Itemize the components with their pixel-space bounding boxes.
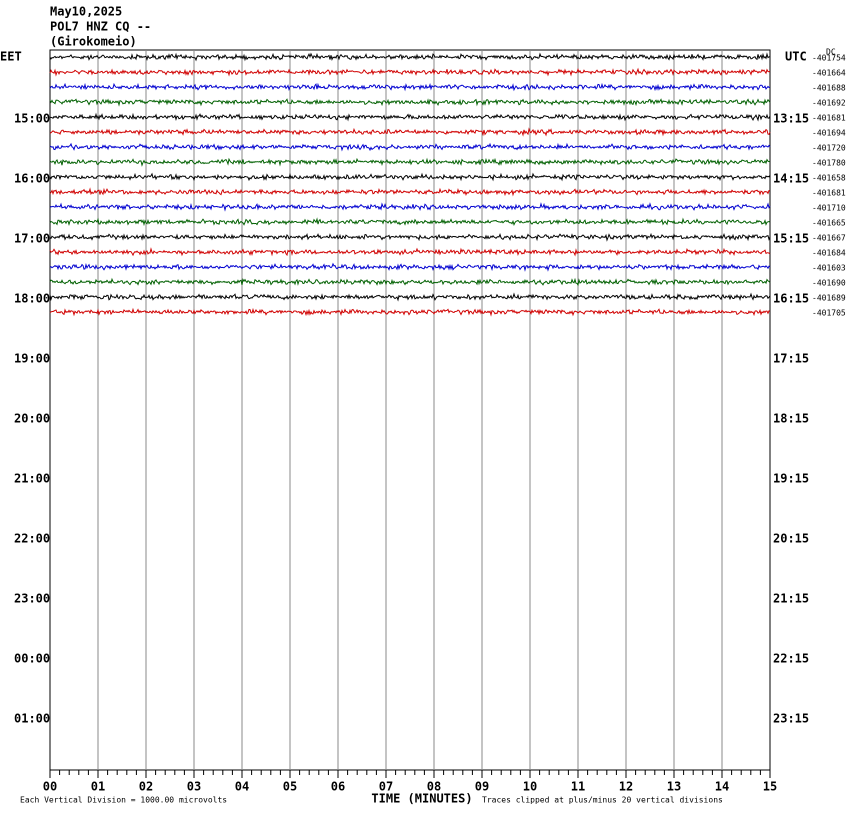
trace — [49, 127, 771, 137]
trace — [49, 98, 771, 107]
trace — [49, 217, 771, 227]
trace — [50, 112, 771, 122]
x-tick-label: 06 — [331, 780, 345, 794]
x-tick-label: 08 — [427, 780, 441, 794]
right-time-label: 21:15 — [773, 592, 809, 606]
trace — [49, 292, 771, 302]
x-tick-label: 13 — [667, 780, 681, 794]
right-time-label: 14:15 — [773, 172, 809, 186]
header-line: (Girokomeio) — [50, 35, 137, 49]
x-tick-label: 01 — [91, 780, 105, 794]
left-time-label: 19:00 — [14, 352, 50, 366]
trace — [49, 142, 771, 152]
dc-value: -401720 — [812, 144, 846, 153]
x-tick-label: 15 — [763, 780, 777, 794]
dc-value: -401688 — [812, 84, 846, 93]
left-time-label: 21:00 — [14, 472, 50, 486]
right-time-label: 16:15 — [773, 292, 809, 306]
left-time-label: 17:00 — [14, 232, 50, 246]
dc-value: -401603 — [812, 264, 846, 273]
left-time-label: 22:00 — [14, 532, 50, 546]
left-time-label: 00:00 — [14, 652, 50, 666]
x-axis-label: TIME (MINUTES) — [371, 792, 472, 806]
right-time-label: 18:15 — [773, 412, 809, 426]
trace — [49, 247, 771, 257]
dc-value: -401689 — [812, 294, 846, 303]
left-time-label: 20:00 — [14, 412, 50, 426]
trace — [49, 82, 771, 92]
dc-value: -401684 — [812, 249, 846, 258]
x-tick-label: 02 — [139, 780, 153, 794]
dc-value: -401681 — [812, 114, 846, 123]
x-tick-label: 14 — [715, 780, 729, 794]
right-time-label: 13:15 — [773, 112, 809, 126]
left-time-label: 16:00 — [14, 172, 50, 186]
dc-value: -401664 — [812, 69, 846, 78]
right-time-label: UTC — [785, 50, 807, 64]
trace — [49, 187, 771, 197]
plot-frame — [49, 49, 771, 771]
dc-value: -401710 — [812, 204, 846, 213]
right-time-label: 20:15 — [773, 532, 809, 546]
left-time-label: 23:00 — [14, 592, 50, 606]
left-time-label: 01:00 — [14, 712, 50, 726]
dc-value: -401692 — [812, 99, 846, 108]
right-time-label: 17:15 — [773, 352, 809, 366]
dc-value: -401665 — [812, 219, 846, 228]
x-tick-label: 09 — [475, 780, 489, 794]
x-tick-label: 03 — [187, 780, 201, 794]
header-line: POL7 HNZ CQ -- — [50, 20, 151, 34]
x-tick-label: 05 — [283, 780, 297, 794]
trace — [49, 172, 771, 182]
trace — [49, 307, 771, 317]
footer-right: Traces clipped at plus/minus 20 vertical… — [482, 796, 723, 805]
x-tick-label: 12 — [619, 780, 633, 794]
right-time-label: 23:15 — [773, 712, 809, 726]
right-time-label: 19:15 — [773, 472, 809, 486]
dc-value: -401780 — [812, 159, 846, 168]
trace — [49, 157, 771, 167]
header-line: May10,2025 — [50, 5, 122, 19]
dc-value: -401690 — [812, 279, 846, 288]
dc-value: -401754 — [812, 54, 846, 63]
x-tick-label: 07 — [379, 780, 393, 794]
trace — [49, 67, 771, 77]
x-tick-label: 11 — [571, 780, 585, 794]
left-time-label: EET — [0, 50, 22, 64]
trace — [49, 52, 771, 62]
x-tick-label: 04 — [235, 780, 249, 794]
left-time-label: 18:00 — [14, 292, 50, 306]
dc-value: -401694 — [812, 129, 846, 138]
x-tick-label: 10 — [523, 780, 537, 794]
right-time-label: 22:15 — [773, 652, 809, 666]
footer-left: Each Vertical Division = 1000.00 microvo… — [20, 796, 227, 805]
dc-value: -401667 — [812, 234, 846, 243]
trace — [49, 202, 771, 212]
trace — [49, 262, 771, 272]
dc-value: -401681 — [812, 189, 846, 198]
dc-value: -401658 — [812, 174, 846, 183]
right-time-label: 15:15 — [773, 232, 809, 246]
dc-value: -401705 — [812, 309, 846, 318]
dc-label: DC — [826, 48, 836, 57]
trace — [49, 277, 771, 287]
left-time-label: 15:00 — [14, 112, 50, 126]
trace — [49, 232, 771, 242]
x-tick-label: 00 — [43, 780, 57, 794]
